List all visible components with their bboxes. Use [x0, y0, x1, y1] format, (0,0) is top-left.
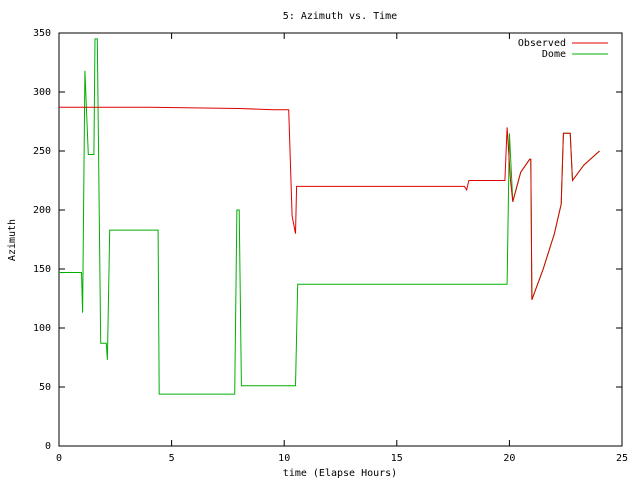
- chart-title: 5: Azimuth vs. Time: [283, 11, 397, 22]
- x-tick-label: 5: [169, 453, 175, 464]
- x-tick-label: 10: [278, 453, 290, 464]
- x-tick-label: 15: [391, 453, 403, 464]
- plot-frame: [58, 32, 623, 447]
- y-tick-label: 0: [45, 441, 51, 452]
- y-tick-label: 100: [33, 323, 51, 334]
- legend-label: Dome: [542, 49, 566, 60]
- series-line: [59, 38, 600, 395]
- y-tick-label: 300: [33, 87, 51, 98]
- x-axis-label: time (Elapse Hours): [283, 468, 397, 479]
- y-tick-label: 150: [33, 264, 51, 275]
- y-tick-label: 200: [33, 205, 51, 216]
- y-axis-label: Azimuth: [7, 219, 18, 261]
- x-tick-label: 20: [503, 453, 515, 464]
- y-tick-label: 250: [33, 146, 51, 157]
- series-line: [59, 106, 600, 300]
- x-tick-label: 25: [616, 453, 628, 464]
- legend-label: Observed: [518, 38, 566, 49]
- y-tick-label: 350: [33, 28, 51, 39]
- x-tick-label: 0: [56, 453, 62, 464]
- y-tick-label: 50: [39, 382, 51, 393]
